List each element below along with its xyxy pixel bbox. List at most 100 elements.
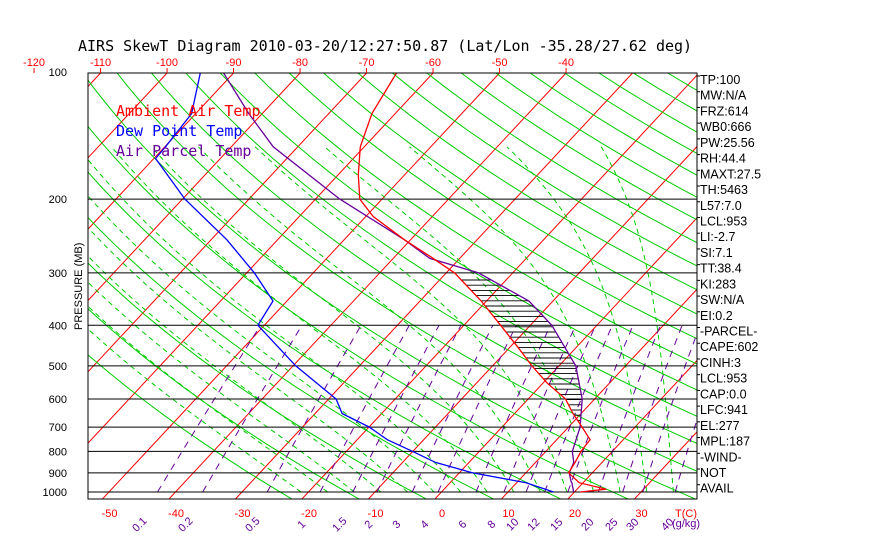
pressure-tick-label: 500 bbox=[49, 361, 67, 373]
bottom-temp-tick-label: -50 bbox=[102, 508, 118, 520]
mixing-ratio-line bbox=[597, 325, 661, 493]
index-label: LFC:941 bbox=[700, 403, 748, 417]
pressure-tick-label: 800 bbox=[49, 446, 67, 458]
dry-adiabat-line bbox=[185, 73, 697, 417]
dry-adiabat-line bbox=[88, 308, 361, 499]
moist-adiabat-line bbox=[150, 146, 515, 493]
pressure-tick-label: 300 bbox=[49, 268, 67, 280]
bottom-temp-tick-label: -10 bbox=[368, 508, 384, 520]
mixing-ratio-line bbox=[567, 325, 634, 493]
top-temp-tick-label: -80 bbox=[292, 57, 308, 69]
top-temp-tick-label: -50 bbox=[492, 57, 508, 69]
dry-adiabat-line bbox=[288, 73, 697, 340]
moist-adiabat-line bbox=[111, 146, 488, 493]
dry-adiabat-line bbox=[529, 73, 697, 176]
isotherm-line bbox=[88, 73, 168, 159]
series-line-dew-point-temp bbox=[154, 73, 554, 493]
bottom-temp-tick-label: 20 bbox=[569, 508, 581, 520]
y-axis-label: PRESSURE (MB) bbox=[73, 243, 85, 330]
index-label: KI:283 bbox=[700, 277, 736, 291]
mixing-ratio-line bbox=[525, 325, 597, 493]
legend-entry: Air Parcel Temp bbox=[116, 142, 251, 160]
bottom-temp-tick-label: -40 bbox=[168, 508, 184, 520]
index-label: -PARCEL- bbox=[700, 325, 757, 339]
dry-adiabat-line bbox=[357, 73, 697, 291]
index-label: EL:277 bbox=[700, 419, 740, 433]
moist-adiabat-line bbox=[88, 305, 328, 493]
bottom-temp-unit-label: T(C) bbox=[675, 508, 697, 520]
mixing-ratio-line bbox=[266, 325, 362, 493]
index-label: EI:0.2 bbox=[700, 309, 733, 323]
plot-frame bbox=[87, 72, 698, 500]
dry-adiabat-line bbox=[564, 73, 697, 155]
dry-adiabat-line bbox=[88, 171, 562, 499]
bottom-temp-tick-label: -30 bbox=[235, 508, 251, 520]
pressure-tick-label: 700 bbox=[49, 422, 67, 434]
dry-adiabat-line bbox=[323, 73, 697, 315]
cape-hatching bbox=[461, 279, 583, 421]
isotherm-line bbox=[88, 73, 434, 444]
dry-adiabat-line bbox=[151, 73, 697, 444]
bottom-temp-tick-label: 30 bbox=[635, 508, 647, 520]
moist-adiabat-line bbox=[88, 328, 302, 493]
isotherm-line bbox=[88, 73, 301, 302]
legend-entry: Dew Point Temp bbox=[116, 122, 242, 140]
top-temp-tick-label: -120 bbox=[23, 57, 45, 69]
dry-adiabat-line bbox=[88, 262, 428, 499]
dry-adiabat-line bbox=[88, 216, 495, 499]
mixing-ratio-unit-label: (g/kg) bbox=[672, 518, 700, 530]
moist-adiabat-line bbox=[88, 255, 382, 493]
top-temp-tick-label: -40 bbox=[558, 57, 574, 69]
bottom-temp-tick-label: 0 bbox=[439, 508, 445, 520]
dry-adiabat-line bbox=[392, 73, 697, 267]
isotherm-line bbox=[88, 73, 367, 373]
isotherm-line bbox=[101, 73, 500, 499]
index-label: MAXT:27.5 bbox=[700, 167, 761, 181]
isotherm-line bbox=[301, 74, 697, 499]
legend: Ambient Air Temp Dew Point Temp Air Parcel… bbox=[116, 102, 261, 160]
chart-title: AIRS SkewT Diagram 2010-03-20/12:27:50.8… bbox=[78, 37, 692, 55]
index-label: MW:N/A bbox=[700, 89, 747, 103]
bottom-temp-tick-label: 10 bbox=[502, 508, 514, 520]
mixing-ratio-line bbox=[475, 325, 551, 493]
top-temp-tick-label: -60 bbox=[425, 57, 441, 69]
index-label: SW:N/A bbox=[700, 293, 745, 307]
isotherm-line bbox=[434, 217, 697, 499]
index-label: TP:100 bbox=[700, 73, 740, 87]
index-label: -WIND- bbox=[700, 450, 742, 464]
top-temp-tick-label: -70 bbox=[359, 57, 375, 69]
mixing-ratio-line bbox=[352, 325, 440, 493]
moist-adiabat-line bbox=[254, 146, 568, 493]
series-line-ambient-air-temp bbox=[357, 73, 607, 493]
dry-adiabat-line bbox=[461, 73, 697, 221]
pressure-tick-label: 100 bbox=[49, 67, 67, 79]
dry-adiabat-line bbox=[88, 79, 697, 499]
pressure-tick-label: 400 bbox=[49, 320, 67, 332]
index-label: PW:25.56 bbox=[700, 136, 755, 150]
moist-adiabat-line bbox=[409, 146, 621, 493]
pressure-tick-label: 1000 bbox=[43, 487, 67, 499]
index-label: LI:-2.7 bbox=[700, 230, 735, 244]
index-label: CAP:0.0 bbox=[700, 387, 747, 401]
bottom-temp-tick-label: -20 bbox=[301, 508, 317, 520]
dry-adiabat-line bbox=[88, 125, 630, 499]
top-temp-tick-label: -90 bbox=[226, 57, 242, 69]
dry-adiabat-line bbox=[495, 73, 697, 198]
dry-adiabat-line bbox=[426, 73, 697, 244]
index-label: WB0:666 bbox=[700, 120, 751, 134]
index-label: NOT bbox=[700, 466, 727, 480]
index-label: TH:5463 bbox=[700, 183, 748, 197]
top-temp-tick-label: -100 bbox=[156, 57, 178, 69]
index-label: LCL:953 bbox=[700, 214, 747, 228]
index-label: L57:7.0 bbox=[700, 199, 742, 213]
background-grid bbox=[88, 73, 697, 499]
isotherm-line bbox=[168, 73, 567, 499]
mixing-ratio-line bbox=[202, 325, 303, 493]
moist-adiabat-line bbox=[88, 195, 435, 493]
mixing-ratio-line bbox=[411, 325, 494, 493]
dry-adiabat-line bbox=[88, 354, 293, 499]
mixing-ratio-line bbox=[319, 325, 410, 493]
